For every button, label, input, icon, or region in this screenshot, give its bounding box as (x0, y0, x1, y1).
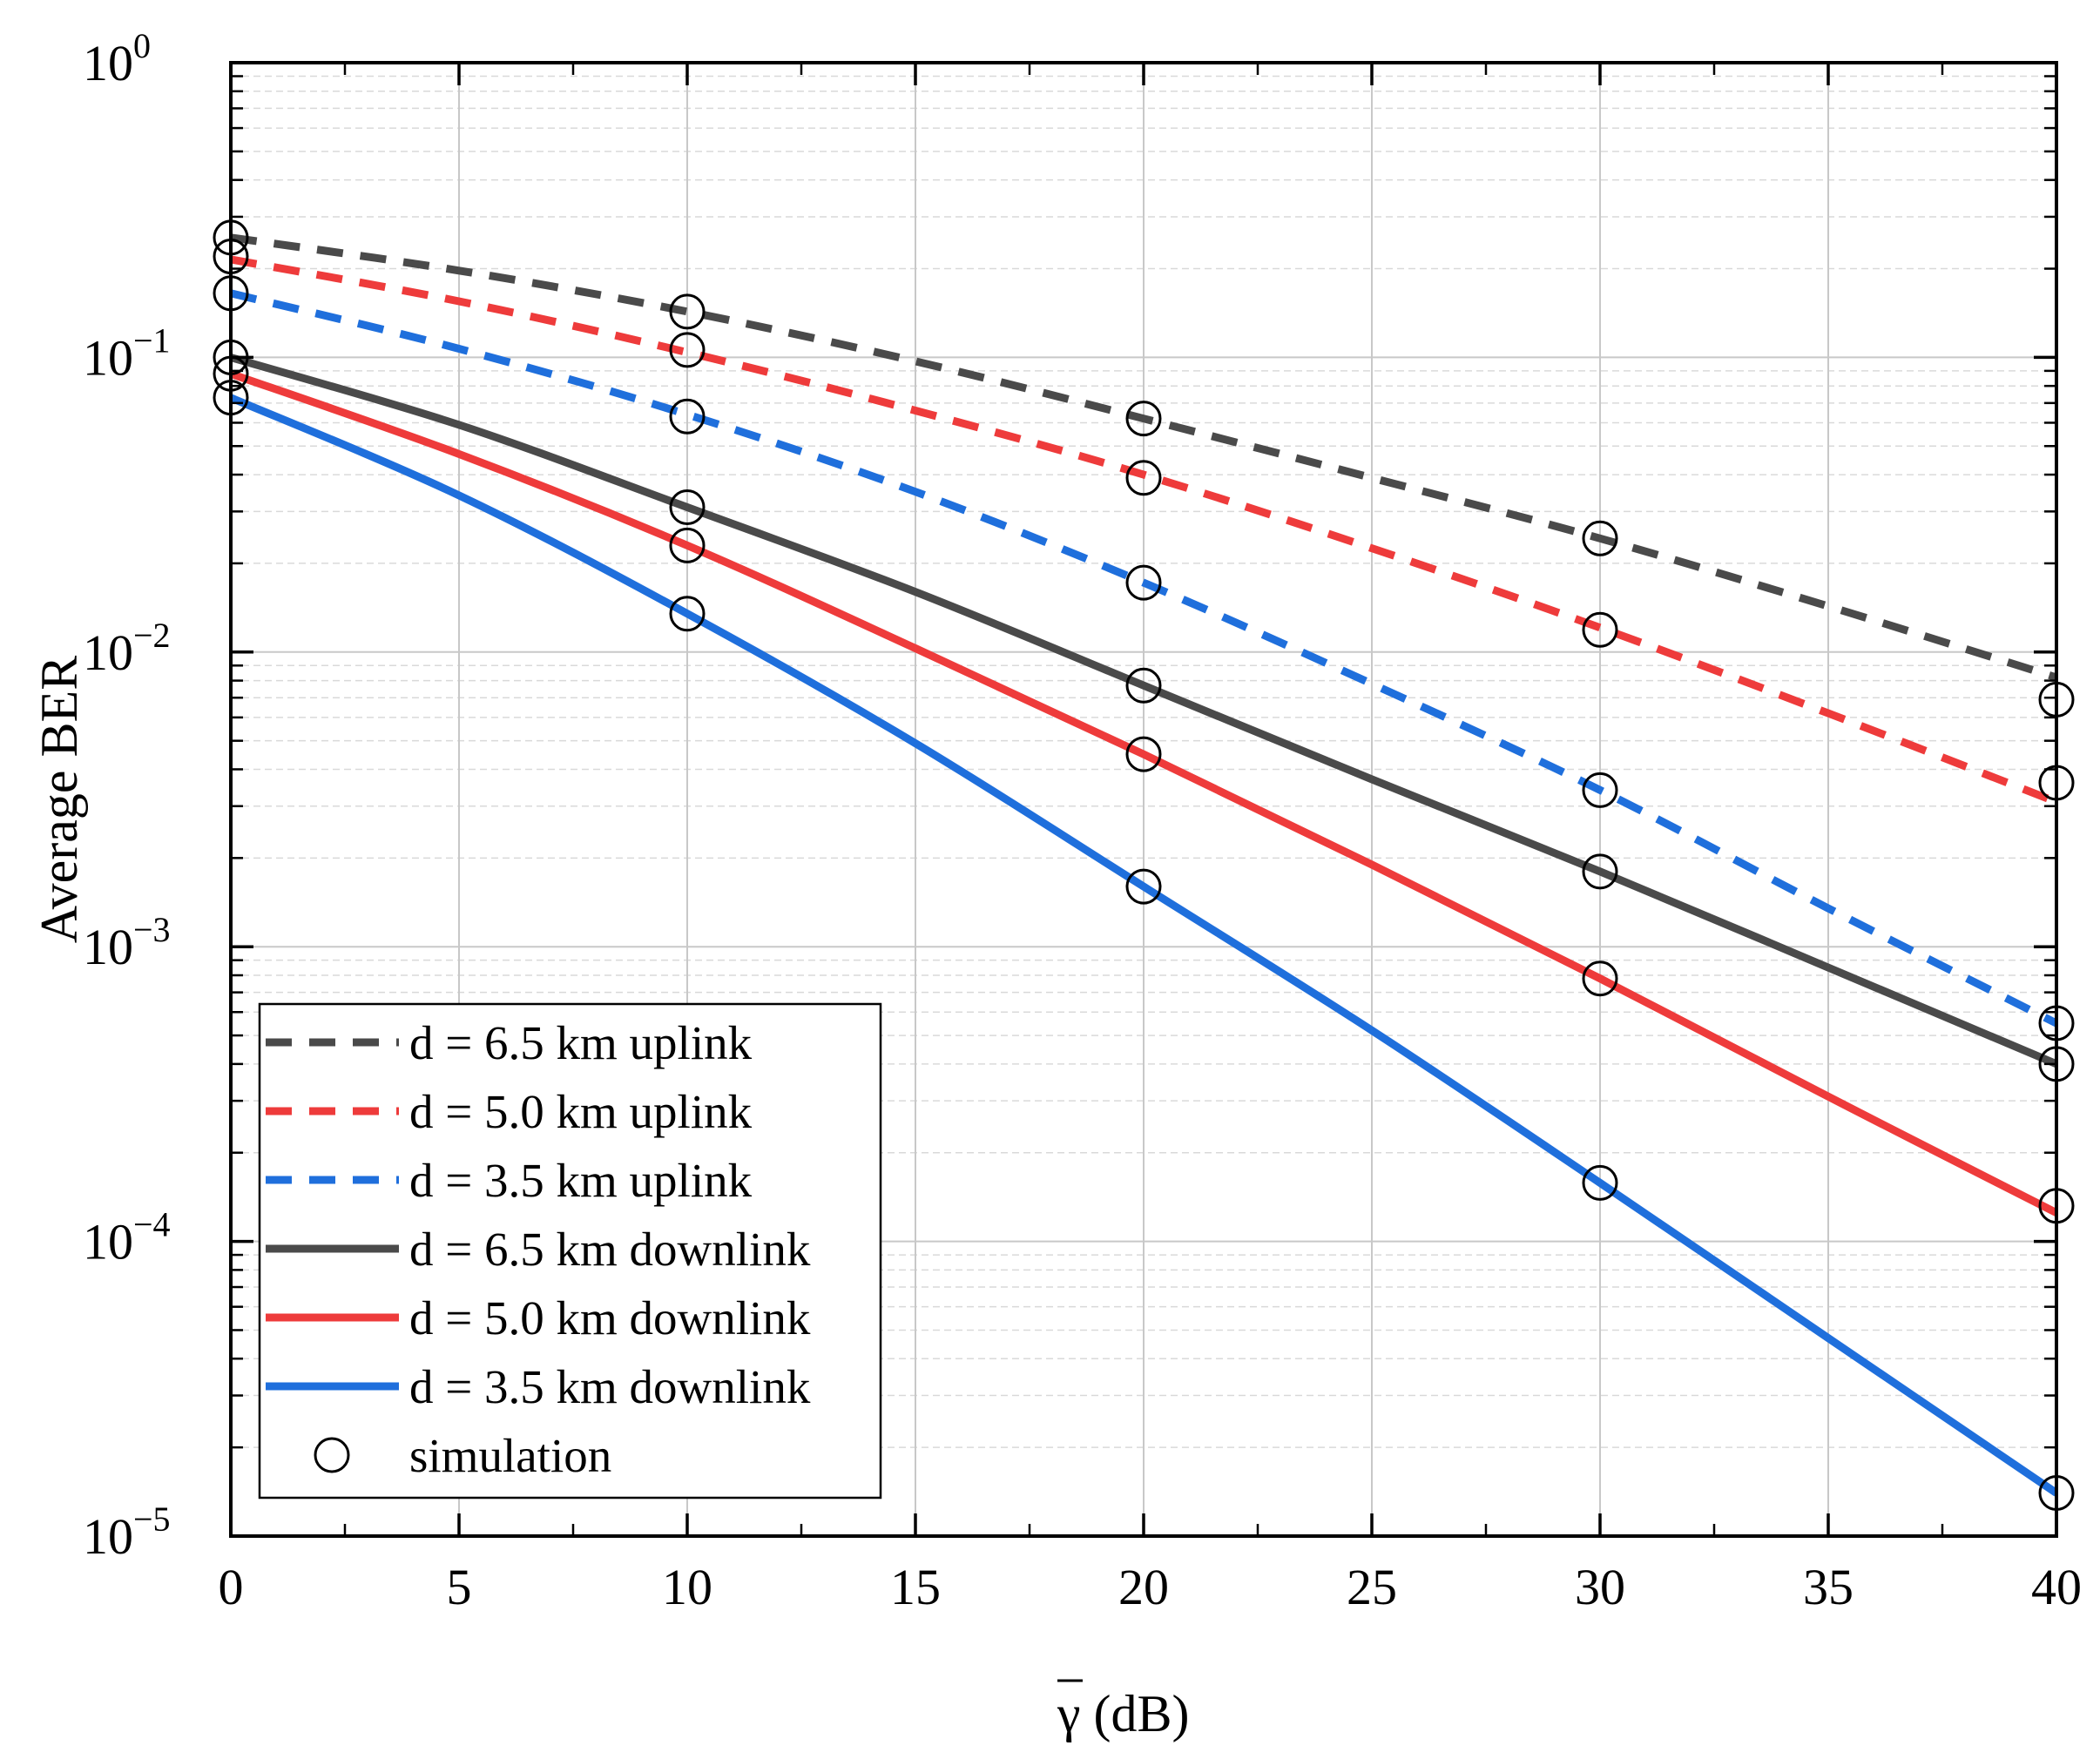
legend-label: d = 6.5 km downlink (409, 1223, 811, 1276)
x-tick-label: 20 (1118, 1559, 1169, 1615)
legend-item: d = 3.5 km downlink (266, 1360, 811, 1413)
y-tick-base: 10 (83, 624, 133, 681)
simulation-marker (1125, 460, 1162, 496)
series-line-6 (231, 394, 2056, 1497)
axis-ticks (229, 61, 2058, 1538)
series-line-5 (231, 369, 2056, 1216)
legend-label: d = 3.5 km uplink (409, 1154, 753, 1207)
y-tick-base: 10 (83, 35, 133, 91)
simulation-marker (1125, 401, 1162, 437)
series-line-4 (231, 354, 2056, 1068)
simulation-marker (1582, 1164, 1618, 1201)
legend-label: d = 5.0 km uplink (409, 1085, 753, 1138)
x-tick-label: 35 (1803, 1559, 1854, 1615)
legend-marker (314, 1437, 350, 1473)
y-axis-label: Average BER (30, 656, 88, 943)
y-tick-base: 10 (83, 1214, 133, 1270)
legend-item: d = 6.5 km uplink (266, 1016, 753, 1069)
y-tick-label: 10−4 (83, 1205, 171, 1270)
y-tick-label: 10−2 (83, 616, 171, 681)
series-lines (231, 233, 2056, 1497)
y-tick-label: 10−5 (83, 1500, 171, 1565)
x-tick-labels: 0 5 10 15 20 25 30 35 40 (219, 1559, 2083, 1615)
simulation-marker (1125, 564, 1162, 601)
y-tick-label: 10−1 (83, 320, 171, 386)
legend-item: d = 5.0 km downlink (266, 1291, 811, 1345)
series-line-3 (231, 289, 2056, 1028)
simulation-marker (669, 489, 706, 526)
simulation-marker (669, 293, 706, 330)
y-tick-exponent: −4 (133, 1205, 171, 1244)
simulation-marker (1582, 611, 1618, 648)
legend-item: d = 6.5 km downlink (266, 1223, 811, 1276)
y-tick-exponent: −3 (133, 910, 171, 949)
simulation-marker (1582, 772, 1618, 808)
simulation-marker (1582, 853, 1618, 890)
y-tick-base: 10 (83, 1508, 133, 1565)
simulation-marker (1125, 667, 1162, 704)
simulation-marker (1125, 868, 1162, 905)
simulation-marker (1582, 960, 1618, 997)
y-tick-exponent: −1 (133, 320, 171, 360)
legend-label: simulation (409, 1429, 611, 1482)
x-tick-label: 15 (890, 1559, 941, 1615)
legend-label: d = 5.0 km downlink (409, 1291, 811, 1345)
x-tick-label: 25 (1347, 1559, 1397, 1615)
series-line-2 (231, 255, 2056, 806)
y-tick-exponent: −5 (133, 1500, 171, 1539)
simulation-marker (1125, 736, 1162, 772)
y-tick-label: 100 (83, 26, 151, 91)
legend-item: d = 5.0 km uplink (266, 1085, 753, 1138)
y-tick-exponent: 0 (133, 26, 151, 65)
simulation-marker (669, 398, 706, 435)
x-tick-label: 5 (447, 1559, 472, 1615)
legend-item: simulation (314, 1429, 611, 1482)
simulation-marker (669, 527, 706, 563)
simulation-marker (1582, 520, 1618, 556)
simulation-marker (669, 596, 706, 632)
y-tick-exponent: −2 (133, 616, 171, 655)
series-line-1 (231, 233, 2056, 682)
x-axis-label-symbol: γ (1057, 1685, 1081, 1742)
y-tick-base: 10 (83, 329, 133, 386)
x-axis-label-text: γ (dB) (1057, 1685, 1190, 1742)
legend: d = 6.5 km uplink d = 5.0 km uplink d = 3.… (258, 1002, 882, 1500)
legend-label: d = 3.5 km downlink (409, 1360, 811, 1413)
x-tick-label: 40 (2031, 1559, 2082, 1615)
x-tick-label: 10 (662, 1559, 712, 1615)
y-tick-base: 10 (83, 919, 133, 975)
y-tick-label: 10−3 (83, 910, 171, 975)
x-axis-label: γ (dB) (1057, 1679, 1190, 1742)
legend-item: d = 3.5 km uplink (266, 1154, 753, 1207)
x-tick-label: 30 (1575, 1559, 1625, 1615)
x-tick-label: 0 (219, 1559, 244, 1615)
x-axis-label-unit: (dB) (1094, 1685, 1190, 1742)
legend-label: d = 6.5 km uplink (409, 1016, 753, 1069)
simulation-marker (669, 332, 706, 368)
